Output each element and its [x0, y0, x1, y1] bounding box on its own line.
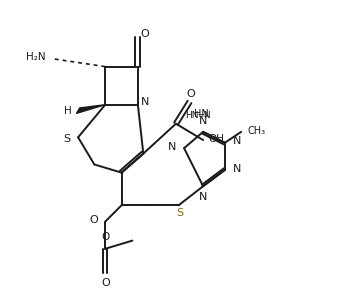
- Polygon shape: [76, 105, 105, 113]
- Text: H₂N: H₂N: [26, 52, 45, 62]
- Text: HN─N: HN─N: [185, 110, 210, 119]
- Text: O: O: [90, 215, 99, 225]
- Text: HN: HN: [194, 109, 209, 119]
- Text: S: S: [176, 209, 183, 218]
- Text: CH₃: CH₃: [248, 126, 266, 135]
- Text: S: S: [63, 134, 71, 144]
- Text: O: O: [187, 89, 195, 99]
- Text: H: H: [63, 106, 71, 117]
- Text: O: O: [140, 29, 149, 39]
- Text: N: N: [140, 97, 149, 107]
- Text: O: O: [101, 231, 109, 242]
- Text: N: N: [167, 142, 176, 152]
- Text: OH: OH: [209, 134, 225, 144]
- Text: N: N: [233, 164, 241, 173]
- Text: N: N: [199, 116, 207, 126]
- Text: O: O: [101, 278, 110, 288]
- Text: N: N: [199, 192, 207, 202]
- Text: N: N: [233, 136, 241, 146]
